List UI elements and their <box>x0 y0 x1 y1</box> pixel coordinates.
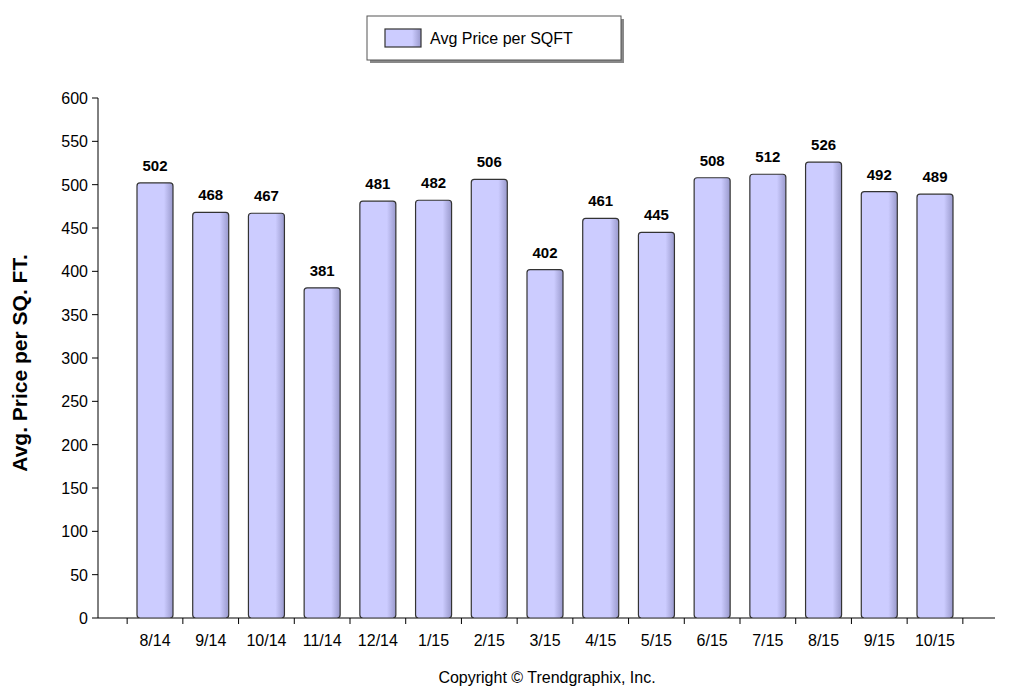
x-tick-label: 6/15 <box>697 632 728 649</box>
y-tick-label: 200 <box>61 437 88 454</box>
y-tick-label: 550 <box>61 133 88 150</box>
x-tick <box>851 618 852 624</box>
x-tick-label: 2/15 <box>474 632 505 649</box>
data-label: 482 <box>421 174 446 191</box>
x-tick <box>740 618 741 624</box>
data-label: 461 <box>588 192 613 209</box>
x-tick <box>628 618 629 624</box>
y-tick <box>92 488 98 489</box>
y-axis <box>98 98 99 618</box>
x-tick-label: 7/15 <box>752 632 783 649</box>
x-tick <box>517 618 518 624</box>
data-label: 526 <box>811 136 836 153</box>
bar <box>638 232 674 618</box>
data-label: 445 <box>644 206 669 223</box>
x-tick <box>405 618 406 624</box>
data-label: 468 <box>198 186 223 203</box>
data-label: 492 <box>867 166 892 183</box>
x-tick-label: 4/15 <box>585 632 616 649</box>
data-label: 402 <box>532 244 557 261</box>
bar <box>137 183 173 618</box>
bar <box>360 201 396 618</box>
bar <box>471 179 507 618</box>
bar <box>917 194 953 618</box>
y-tick-label: 500 <box>61 177 88 194</box>
y-tick-label: 450 <box>61 220 88 237</box>
bar <box>527 270 563 618</box>
y-tick <box>92 401 98 402</box>
y-tick-label: 0 <box>79 610 88 627</box>
x-tick-label: 3/15 <box>529 632 560 649</box>
y-tick-label: 600 <box>61 90 88 107</box>
y-tick <box>92 444 98 445</box>
x-tick <box>684 618 685 624</box>
x-tick-label: 9/14 <box>195 632 226 649</box>
x-tick <box>962 618 963 624</box>
y-tick <box>92 228 98 229</box>
y-tick <box>92 271 98 272</box>
x-tick <box>294 618 295 624</box>
y-tick <box>92 184 98 185</box>
x-tick <box>127 618 128 624</box>
y-tick-label: 350 <box>61 307 88 324</box>
bar <box>750 174 786 618</box>
x-tick-label: 9/15 <box>864 632 895 649</box>
source: Copyright © Trendgraphix, Inc. <box>438 669 655 686</box>
data-label: 481 <box>365 175 390 192</box>
x-tick-label: 1/15 <box>418 632 449 649</box>
chart: 0 50 100 150 200 250 300 350 400 450 500 550 600 502 4… <box>0 0 1024 700</box>
x-tick-label: 10/14 <box>246 632 286 649</box>
y-tick <box>92 98 98 99</box>
data-label: 512 <box>755 148 780 165</box>
x-tick <box>572 618 573 624</box>
bar <box>861 192 897 618</box>
bar <box>694 178 730 618</box>
data-label: 489 <box>922 168 947 185</box>
x-tick-label: 12/14 <box>358 632 398 649</box>
y-tick <box>92 531 98 532</box>
x-tick <box>461 618 462 624</box>
bar <box>248 213 284 618</box>
y-tick-label: 300 <box>61 350 88 367</box>
x-tick-label: 8/14 <box>139 632 170 649</box>
y-tick-label: 250 <box>61 393 88 410</box>
bar <box>304 288 340 618</box>
y-tick-label: 100 <box>61 523 88 540</box>
legend: Avg Price per SQFT <box>367 16 624 63</box>
x-tick-label: 10/15 <box>915 632 955 649</box>
x-tick <box>238 618 239 624</box>
bar <box>193 212 229 618</box>
x-tick-label: 5/15 <box>641 632 672 649</box>
bar <box>806 162 842 618</box>
x-tick <box>795 618 796 624</box>
y-tick <box>92 358 98 359</box>
data-label: 508 <box>700 152 725 169</box>
legend-box <box>367 16 621 60</box>
legend-label: Avg Price per SQFT <box>430 30 573 47</box>
data-label: 502 <box>142 157 167 174</box>
bar <box>583 218 619 618</box>
data-label: 467 <box>254 187 279 204</box>
legend-swatch <box>385 29 421 47</box>
y-tick <box>92 574 98 575</box>
data-label: 506 <box>477 153 502 170</box>
bar <box>416 200 452 618</box>
y-tick <box>92 618 98 619</box>
bars <box>137 162 953 618</box>
y-tick-label: 400 <box>61 263 88 280</box>
x-tick-label: 8/15 <box>808 632 839 649</box>
y-tick <box>92 141 98 142</box>
y-tick <box>92 314 98 315</box>
y-axis-label: Avg. Price per SQ. FT. <box>8 254 31 471</box>
y-tick-label: 150 <box>61 480 88 497</box>
x-tick <box>182 618 183 624</box>
x-tick-label: 11/14 <box>303 632 342 649</box>
data-label: 381 <box>310 262 335 279</box>
x-tick <box>350 618 351 624</box>
x-tick <box>907 618 908 624</box>
y-tick-label: 50 <box>70 567 88 584</box>
